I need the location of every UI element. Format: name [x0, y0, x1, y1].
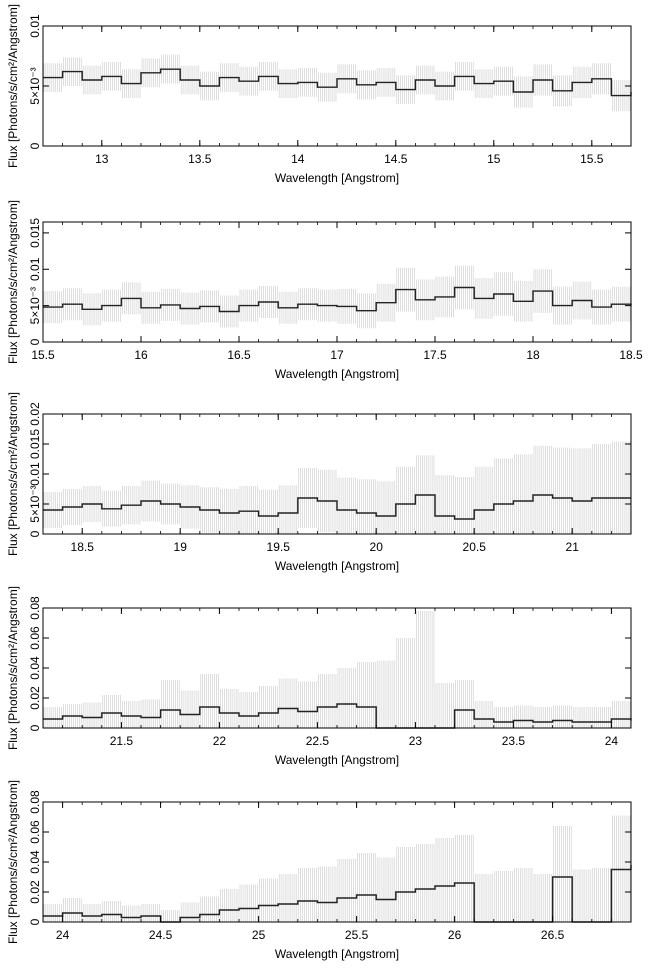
error-bars	[43, 611, 631, 728]
y-tick-label: 0	[28, 724, 42, 731]
y-axis-label: Flux [Photons/s/cm²/Angstrom]	[6, 200, 20, 364]
plot-frame	[42, 221, 632, 343]
x-axis-label: Wavelength [Angstrom]	[275, 947, 399, 961]
y-tick-label: 0	[28, 918, 42, 925]
x-tick-label: 24	[605, 734, 619, 748]
x-axis-label: Wavelength [Angstrom]	[275, 171, 399, 185]
y-tick-label: 5×10⁻³	[28, 485, 42, 522]
x-tick-label: 23	[409, 734, 423, 748]
y-tick-label: 0	[28, 142, 42, 149]
x-tick-label: 15	[487, 152, 501, 166]
y-tick-label: 0.08	[28, 596, 42, 620]
y-tick-label: 5×10⁻³	[28, 287, 42, 324]
flux-step-line	[43, 286, 632, 313]
x-tick-label: 17.5	[423, 348, 447, 362]
x-axis-label: Wavelength [Angstrom]	[275, 559, 399, 573]
x-tick-label: 14.5	[384, 152, 408, 166]
y-tick-label: 0.01	[28, 14, 42, 38]
y-tick-label: 0.015	[28, 218, 42, 248]
y-tick-label: 0.015	[28, 429, 42, 459]
x-tick-label: 26.5	[541, 928, 565, 942]
error-bars	[43, 441, 631, 534]
x-tick-label: 21.5	[110, 734, 134, 748]
y-axis-label: Flux [Photons/s/cm²/Angstrom]	[6, 4, 20, 168]
y-tick-label: 0.04	[28, 850, 42, 874]
x-tick-label: 14	[291, 152, 305, 166]
plot-frame	[42, 607, 632, 729]
x-tick-label: 22.5	[306, 734, 330, 748]
flux-step-line	[43, 865, 632, 923]
error-bars	[43, 265, 631, 329]
x-tick-label: 19.5	[267, 540, 291, 554]
x-tick-label: 15.5	[31, 348, 55, 362]
y-tick-label: 0.01	[28, 462, 42, 486]
plot-frame	[42, 801, 632, 923]
y-tick-label: 5×10⁻³	[28, 67, 42, 104]
x-tick-label: 16.5	[227, 348, 251, 362]
x-tick-label: 24.5	[149, 928, 173, 942]
y-axis-label: Flux [Photons/s/cm²/Angstrom]	[6, 780, 20, 944]
y-axis-label: Flux [Photons/s/cm²/Angstrom]	[6, 586, 20, 750]
flux-step-line	[43, 494, 631, 520]
spectrum-panel-3: 18.5 19 19.5 20 20.5 21 0 5×10⁻³0.01 0.015 0.02 Wa…	[6, 392, 632, 573]
x-tick-label: 18	[526, 348, 540, 362]
x-tick-label: 21	[566, 540, 580, 554]
x-tick-label: 23.5	[502, 734, 526, 748]
y-tick-label: 0.04	[28, 656, 42, 680]
x-tick-label: 19	[174, 540, 188, 554]
spectrum-panel-5: 24 24.5 25 25.5 26 26.5 0 0.02 0.04 0.06 0.08 Wavel…	[6, 780, 632, 961]
spectrum-panel-4: 21.5 22 22.5 23 23.5 24 0 0.02 0.04 0.06 0.08 Wavel…	[6, 586, 632, 767]
x-tick-label: 18.5	[71, 540, 95, 554]
error-bars	[43, 815, 631, 922]
x-tick-label: 20.5	[463, 540, 487, 554]
x-axis-label: Wavelength [Angstrom]	[275, 753, 399, 767]
plot-frame	[42, 413, 632, 535]
x-tick-label: 13	[95, 152, 109, 166]
spectrum-panel-1: 13 13.5 14 14.5 15 15.5 0 5×10⁻³ 0.01 Wavelength …	[6, 4, 632, 185]
y-axis-label: Flux [Photons/s/cm²/Angstrom]	[6, 392, 20, 556]
y-tick-label: 0.08	[28, 790, 42, 814]
y-tick-label: 0	[28, 530, 42, 537]
x-tick-label: 13.5	[188, 152, 212, 166]
x-axis-label: Wavelength [Angstrom]	[275, 367, 399, 381]
x-tick-label: 17	[330, 348, 344, 362]
flux-step-line	[43, 703, 632, 729]
x-tick-label: 18.5	[619, 348, 643, 362]
x-tick-label: 15.5	[580, 152, 604, 166]
x-tick-label: 25	[252, 928, 266, 942]
spectrum-panel-2: 15.5 16 16.5 17 17.5 18 18.5 0 5×10⁻³ 0.01 0.015 Wa…	[6, 200, 643, 381]
x-tick-label: 16	[134, 348, 148, 362]
y-tick-label: 0.06	[28, 820, 42, 844]
x-tick-label: 24	[56, 928, 70, 942]
x-tick-label: 25.5	[345, 928, 369, 942]
x-tick-label: 26	[448, 928, 462, 942]
y-tick-label: 0.01	[28, 257, 42, 281]
y-tick-label: 0.02	[28, 880, 42, 904]
x-tick-label: 22	[213, 734, 227, 748]
x-tick-label: 20	[370, 540, 384, 554]
y-tick-label: 0	[28, 338, 42, 345]
y-tick-label: 0.02	[28, 402, 42, 426]
y-tick-label: 0.06	[28, 626, 42, 650]
y-tick-label: 0.02	[28, 686, 42, 710]
flux-step-line	[43, 68, 632, 97]
